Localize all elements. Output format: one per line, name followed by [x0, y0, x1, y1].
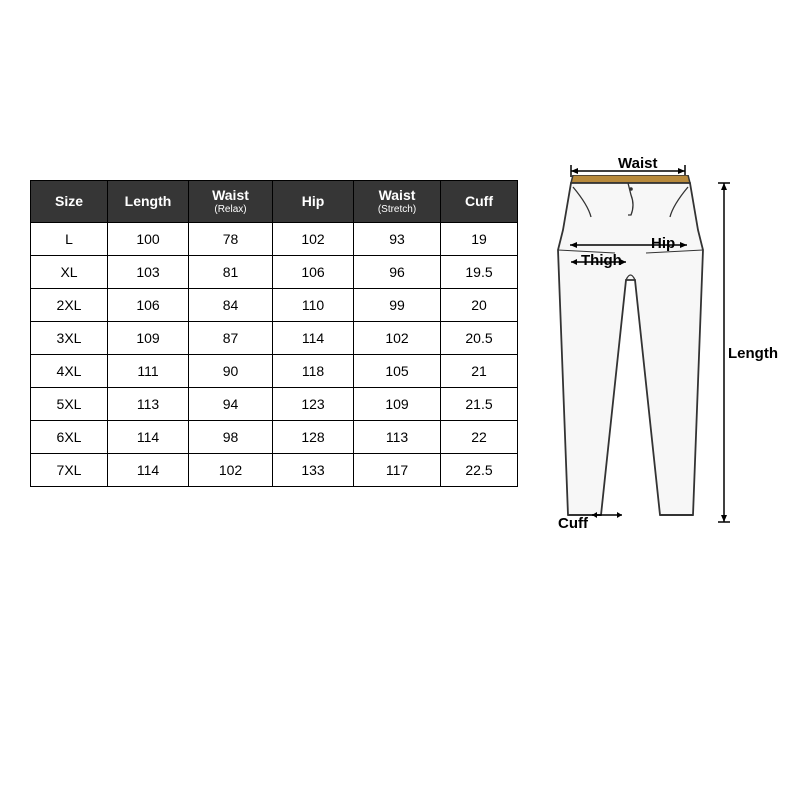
cell: 7XL [31, 453, 108, 486]
cell: 22.5 [441, 453, 518, 486]
col-hip: Hip [273, 181, 354, 223]
cell: 81 [189, 255, 273, 288]
cell: 102 [354, 321, 441, 354]
th-label: Waist [212, 187, 249, 203]
cell: 99 [354, 288, 441, 321]
col-length: Length [108, 181, 189, 223]
cell: 22 [441, 420, 518, 453]
cell: 21.5 [441, 387, 518, 420]
pants-diagram: Waist [538, 155, 768, 545]
col-size: Size [31, 181, 108, 223]
cell: 114 [108, 453, 189, 486]
cell: L [31, 222, 108, 255]
cell: 93 [354, 222, 441, 255]
cell: 114 [108, 420, 189, 453]
th-label: Cuff [465, 193, 493, 209]
cell: 123 [273, 387, 354, 420]
cell: 102 [189, 453, 273, 486]
col-waist-stretch: Waist(Stretch) [354, 181, 441, 223]
th-label: Size [55, 193, 83, 209]
cell: 128 [273, 420, 354, 453]
cell: 106 [273, 255, 354, 288]
cell: 103 [108, 255, 189, 288]
cell: 3XL [31, 321, 108, 354]
cell: 19 [441, 222, 518, 255]
cell: 20.5 [441, 321, 518, 354]
table-row: 5XL1139412310921.5 [31, 387, 518, 420]
size-chart-table: Size Length Waist(Relax) Hip Waist(Stret… [30, 180, 518, 487]
table-row: L100781029319 [31, 222, 518, 255]
pants-icon [553, 175, 708, 530]
cell: 6XL [31, 420, 108, 453]
cell: 102 [273, 222, 354, 255]
header-row: Size Length Waist(Relax) Hip Waist(Stret… [31, 181, 518, 223]
cell: 100 [108, 222, 189, 255]
cell: 78 [189, 222, 273, 255]
th-label: Hip [302, 193, 325, 209]
cell: 117 [354, 453, 441, 486]
th-label: Waist [379, 187, 416, 203]
cuff-label: Cuff [558, 515, 588, 532]
hip-label: Hip [651, 235, 675, 252]
table-row: XL103811069619.5 [31, 255, 518, 288]
cell: 94 [189, 387, 273, 420]
cell: 90 [189, 354, 273, 387]
length-label: Length [728, 345, 778, 362]
cell: 84 [189, 288, 273, 321]
cell: 113 [108, 387, 189, 420]
cell: 111 [108, 354, 189, 387]
cell: 133 [273, 453, 354, 486]
cell: 4XL [31, 354, 108, 387]
thigh-label: Thigh [581, 252, 622, 269]
cell: 105 [354, 354, 441, 387]
cell: 106 [108, 288, 189, 321]
cell: 110 [273, 288, 354, 321]
cell: 109 [108, 321, 189, 354]
cell: 19.5 [441, 255, 518, 288]
th-label: Length [125, 193, 172, 209]
table-row: 2XL106841109920 [31, 288, 518, 321]
cuff-arrow [592, 510, 622, 520]
col-waist-relax: Waist(Relax) [189, 181, 273, 223]
cell: 113 [354, 420, 441, 453]
table-row: 3XL1098711410220.5 [31, 321, 518, 354]
table-row: 7XL11410213311722.5 [31, 453, 518, 486]
table-body: L100781029319XL103811069619.52XL10684110… [31, 222, 518, 486]
table-row: 4XL1119011810521 [31, 354, 518, 387]
cell: 118 [273, 354, 354, 387]
th-sub: (Stretch) [358, 204, 436, 216]
th-sub: (Relax) [193, 204, 268, 216]
cell: 109 [354, 387, 441, 420]
cell: 98 [189, 420, 273, 453]
cell: 87 [189, 321, 273, 354]
cell: 5XL [31, 387, 108, 420]
cell: XL [31, 255, 108, 288]
cell: 2XL [31, 288, 108, 321]
table-row: 6XL1149812811322 [31, 420, 518, 453]
col-cuff: Cuff [441, 181, 518, 223]
cell: 21 [441, 354, 518, 387]
cell: 114 [273, 321, 354, 354]
cell: 20 [441, 288, 518, 321]
cell: 96 [354, 255, 441, 288]
